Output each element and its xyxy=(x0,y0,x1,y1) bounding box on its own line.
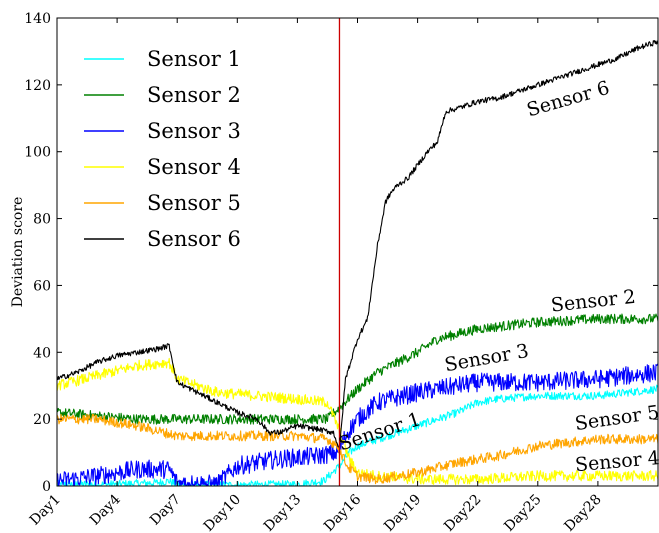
x-tick-label: Day1 xyxy=(27,492,64,529)
series-line-6 xyxy=(57,39,658,448)
series-layer xyxy=(57,39,658,486)
y-tick-label: 20 xyxy=(33,412,51,428)
legend-label-5: Sensor 5 xyxy=(147,191,241,215)
x-tick-label: Day10 xyxy=(201,492,244,533)
x-tick-label: Day4 xyxy=(87,491,124,528)
x-tick-label: Day13 xyxy=(261,492,304,533)
y-tick-label: 100 xyxy=(24,145,51,161)
y-tick-label: 140 xyxy=(24,11,51,27)
y-tick-label: 40 xyxy=(33,345,51,361)
series-line-2 xyxy=(57,313,658,425)
legend: Sensor 1 Sensor 2 Sensor 3 Sensor 4 Sensor 5… xyxy=(84,47,241,251)
y-tick-label: 80 xyxy=(33,212,51,228)
legend-label-2: Sensor 2 xyxy=(147,83,241,107)
y-tick-label: 0 xyxy=(42,479,51,495)
series-line-1 xyxy=(57,384,658,486)
series-annotation-3: Sensor 3 xyxy=(443,340,530,376)
x-tick-label: Day19 xyxy=(381,492,424,533)
y-axis-label: Deviation score xyxy=(10,197,26,308)
series-line-3 xyxy=(57,363,658,486)
series-annotation-6: Sensor 4 xyxy=(574,447,659,476)
legend-label-3: Sensor 3 xyxy=(147,119,241,143)
series-annotation-4: Sensor 1 xyxy=(336,408,424,455)
legend-label-1: Sensor 1 xyxy=(147,47,241,71)
series-line-4 xyxy=(57,357,658,486)
series-annotation-2: Sensor 2 xyxy=(550,286,637,317)
x-tick-label: Day16 xyxy=(321,491,364,533)
x-tick-label: Day25 xyxy=(501,492,544,533)
x-tick-label: Day22 xyxy=(441,492,484,533)
series-annotation-5: Sensor 5 xyxy=(574,401,659,435)
x-tick-label: Day7 xyxy=(147,492,184,529)
series-line-5 xyxy=(57,413,658,485)
y-tick-label: 120 xyxy=(24,78,51,94)
x-tick-label: Day28 xyxy=(561,492,604,533)
legend-label-4: Sensor 4 xyxy=(147,155,241,179)
legend-label-6: Sensor 6 xyxy=(147,227,241,251)
y-tick-label: 60 xyxy=(33,278,51,294)
